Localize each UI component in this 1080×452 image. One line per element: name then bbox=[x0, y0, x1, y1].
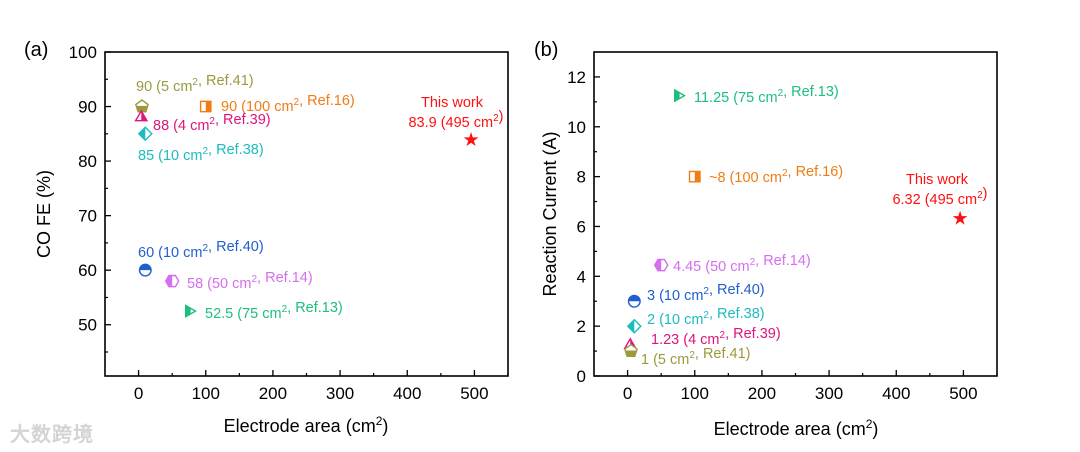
y-tick-label: 60 bbox=[78, 261, 97, 280]
data-label: 83.9 (495 cm2) bbox=[408, 109, 503, 131]
x-tick-label: 500 bbox=[460, 384, 488, 403]
panel-label: (a) bbox=[24, 39, 48, 61]
x-tick-label: 300 bbox=[815, 384, 843, 403]
data-point-star bbox=[463, 132, 479, 146]
x-tick-label: 0 bbox=[134, 384, 143, 403]
data-label: 4.45 (50 cm2, Ref.14) bbox=[673, 253, 811, 275]
data-label: 11.25 (75 cm2, Ref.13) bbox=[694, 84, 839, 106]
data-label: ~8 (100 cm2, Ref.16) bbox=[709, 164, 843, 186]
x-tick-label: 400 bbox=[882, 384, 910, 403]
data-label: 52.5 (75 cm2, Ref.13) bbox=[205, 300, 343, 322]
data-point-pentagon-fill bbox=[625, 350, 637, 357]
this-work-label: This work bbox=[421, 95, 484, 111]
data-label: 58 (50 cm2, Ref.14) bbox=[187, 270, 313, 292]
y-tick-label: 90 bbox=[78, 98, 97, 117]
x-tick-label: 100 bbox=[681, 384, 709, 403]
x-tick-label: 200 bbox=[748, 384, 776, 403]
data-point-diamond-fill bbox=[627, 319, 635, 333]
x-tick-label: 0 bbox=[623, 384, 632, 403]
y-axis-title: Reaction Current (A) bbox=[540, 131, 560, 296]
x-tick-label: 500 bbox=[949, 384, 977, 403]
panel-b: 0 100 200 300 400 500 0 2 4 6 8 10 12 (b) Reaction Cur… bbox=[534, 39, 998, 439]
data-label: 1 (5 cm2, Ref.41) bbox=[641, 346, 751, 368]
panel-a: 0 100 200 300 400 500 50 60 70 80 90 100 (a) CO FE (%… bbox=[24, 39, 509, 436]
x-tick-label: 200 bbox=[259, 384, 287, 403]
y-tick-label: 10 bbox=[567, 118, 586, 137]
data-label: 2 (10 cm2, Ref.38) bbox=[647, 306, 765, 328]
data-label: 90 (100 cm2, Ref.16) bbox=[221, 93, 355, 115]
this-work-label: This work bbox=[906, 172, 969, 188]
data-label: 1.23 (4 cm2, Ref.39) bbox=[651, 326, 781, 348]
data-label: 85 (10 cm2, Ref.38) bbox=[138, 142, 264, 164]
x-axis-title: Electrode area (cm2) bbox=[714, 417, 879, 439]
data-point-hexagon-fill bbox=[654, 259, 662, 271]
y-tick-label: 8 bbox=[577, 168, 586, 187]
x-axis-title: Electrode area (cm2) bbox=[224, 414, 389, 436]
data-point-pentagon-fill bbox=[136, 105, 148, 112]
y-tick-label: 4 bbox=[577, 267, 586, 286]
x-tick-label: 400 bbox=[393, 384, 421, 403]
data-point-hexagon-fill bbox=[165, 275, 173, 287]
data-label: 90 (5 cm2, Ref.41) bbox=[136, 73, 254, 95]
y-axis-title: CO FE (%) bbox=[34, 170, 54, 258]
x-tick-label: 100 bbox=[192, 384, 220, 403]
data-label: 3 (10 cm2, Ref.40) bbox=[647, 282, 765, 304]
data-point-triangle-up-fill bbox=[141, 111, 147, 121]
data-label: 88 (4 cm2, Ref.39) bbox=[153, 112, 271, 134]
y-tick-label: 50 bbox=[78, 316, 97, 335]
y-tick-label: 6 bbox=[577, 217, 586, 236]
x-tick-label: 300 bbox=[326, 384, 354, 403]
watermark: 大数跨境 bbox=[10, 424, 94, 446]
data-label: 6.32 (495 cm2) bbox=[892, 186, 987, 208]
y-tick-label: 12 bbox=[567, 68, 586, 87]
panel-label: (b) bbox=[534, 39, 558, 61]
y-tick-label: 100 bbox=[69, 43, 97, 62]
y-tick-label: 0 bbox=[577, 367, 586, 386]
data-label: 60 (10 cm2, Ref.40) bbox=[138, 239, 264, 261]
data-point-circle-fill bbox=[139, 264, 152, 271]
y-tick-label: 70 bbox=[78, 207, 97, 226]
data-point-square-fill bbox=[205, 101, 211, 112]
data-point-star bbox=[952, 210, 968, 225]
y-tick-label: 80 bbox=[78, 152, 97, 171]
data-point-square-fill bbox=[694, 171, 700, 182]
data-point-triangle-right-fill bbox=[185, 305, 191, 317]
data-point-circle-fill bbox=[628, 295, 641, 302]
data-point-diamond-fill bbox=[138, 127, 146, 141]
y-tick-label: 2 bbox=[577, 317, 586, 336]
data-point-triangle-right-fill bbox=[674, 90, 680, 102]
